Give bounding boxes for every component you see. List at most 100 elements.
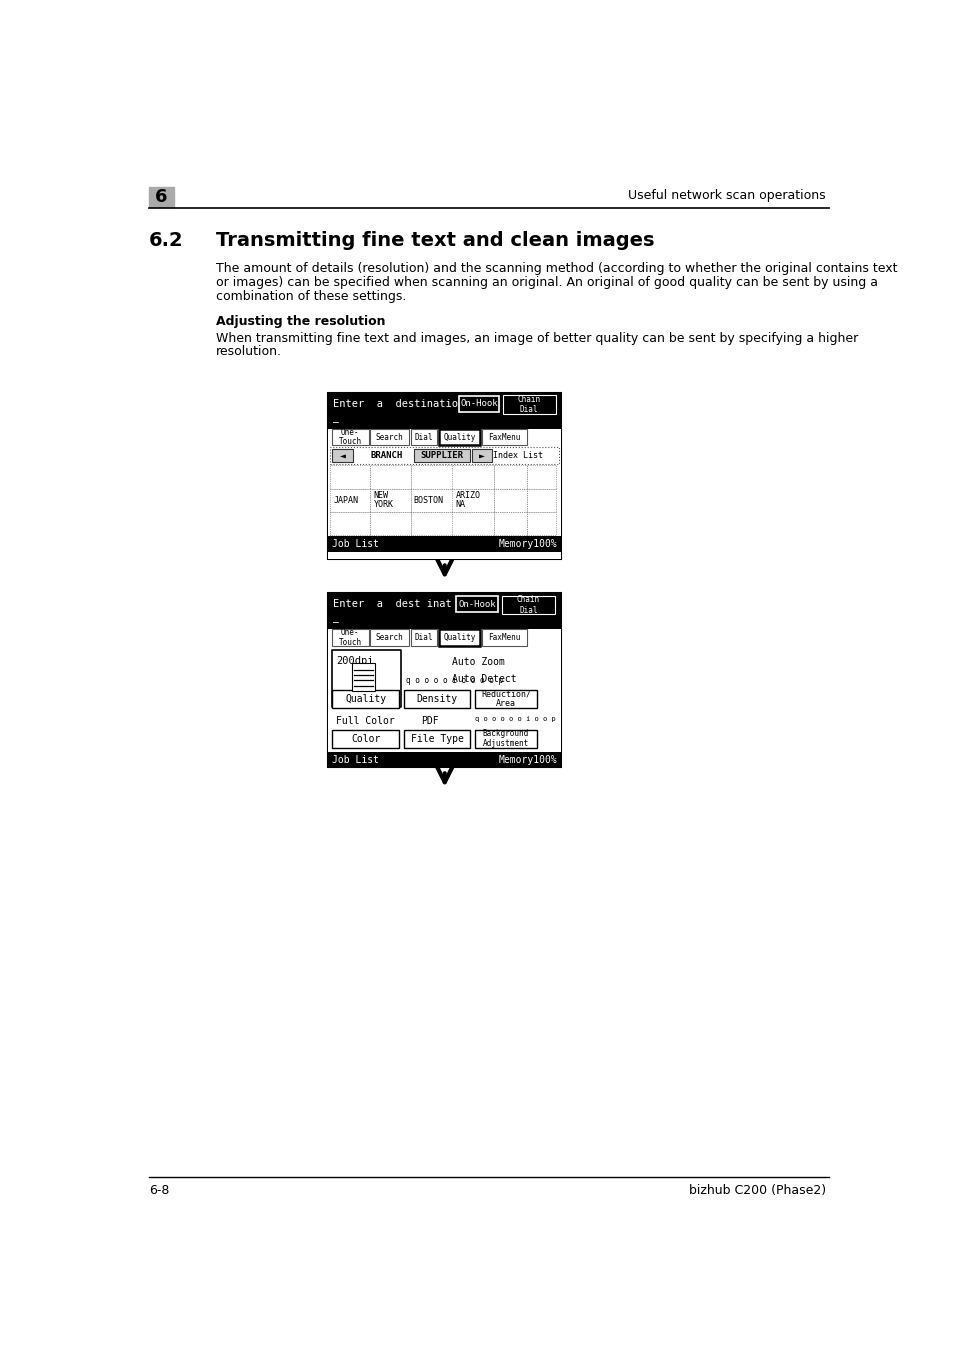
Bar	[494, 512, 526, 535]
Bar	[370, 466, 410, 489]
Text: 200dpi: 200dpi	[335, 655, 374, 666]
Bar	[328, 753, 560, 767]
Bar	[481, 428, 526, 446]
Bar	[494, 489, 526, 512]
Bar	[332, 449, 353, 462]
Bar	[502, 396, 555, 413]
Text: Auto Zoom: Auto Zoom	[452, 657, 505, 667]
Text: On-Hook: On-Hook	[459, 400, 497, 408]
Text: or images) can be specified when scanning an original. An original of good quali: or images) can be specified when scannin…	[216, 276, 877, 289]
Bar	[352, 663, 375, 692]
Text: TO HQ: TO HQ	[414, 542, 438, 551]
Text: The amount of details (resolution) and the scanning method (according to whether: The amount of details (resolution) and t…	[216, 262, 897, 276]
Text: 6-8: 6-8	[149, 1183, 169, 1197]
Text: Quality: Quality	[443, 632, 476, 642]
Bar	[403, 689, 470, 708]
Bar	[330, 512, 370, 535]
Text: BOSTON: BOSTON	[414, 496, 443, 505]
Text: Memory100%: Memory100%	[497, 539, 557, 549]
Bar	[328, 393, 560, 559]
Bar	[330, 466, 370, 489]
Text: Dial: Dial	[415, 632, 433, 642]
Bar	[414, 449, 469, 462]
Text: combination of these settings.: combination of these settings.	[216, 290, 406, 303]
Text: Enter  a  dest inat ion.: Enter a dest inat ion.	[333, 598, 482, 609]
Bar	[452, 466, 494, 489]
Bar	[332, 730, 398, 748]
Text: ◄: ◄	[339, 450, 345, 461]
Bar	[149, 186, 173, 207]
Bar	[410, 466, 452, 489]
Bar	[475, 689, 537, 708]
Text: FaxMenu: FaxMenu	[488, 632, 520, 642]
Text: File Type: File Type	[410, 734, 463, 744]
Text: Useful network scan operations: Useful network scan operations	[628, 189, 825, 203]
Bar	[332, 428, 369, 446]
Text: BRANCH: BRANCH	[370, 451, 402, 459]
Text: Index List: Index List	[493, 451, 543, 459]
Text: 6.2: 6.2	[149, 231, 183, 250]
Bar	[501, 596, 555, 615]
Bar	[472, 449, 492, 462]
Bar	[475, 730, 537, 748]
Text: BRANCH: BRANCH	[456, 542, 485, 551]
Bar	[452, 489, 494, 512]
Bar	[410, 428, 436, 446]
Bar	[370, 489, 410, 512]
Bar	[526, 489, 556, 512]
Text: bizhub C200 (Phase2): bizhub C200 (Phase2)	[688, 1183, 825, 1197]
Text: Background
Adjustment: Background Adjustment	[482, 730, 529, 748]
Bar	[494, 466, 526, 489]
Bar	[526, 466, 556, 489]
Text: resolution.: resolution.	[216, 346, 282, 358]
Text: On-Hook: On-Hook	[458, 600, 496, 608]
Text: SUPPLIER: SUPPLIER	[419, 451, 462, 459]
Text: One-
Touch: One- Touch	[338, 428, 361, 446]
Text: JAPAN: JAPAN	[333, 496, 357, 505]
Bar	[410, 489, 452, 512]
Text: Memory100%: Memory100%	[497, 755, 557, 765]
Bar	[332, 628, 369, 646]
Text: Chain
Dial: Chain Dial	[517, 596, 539, 615]
Bar	[456, 596, 497, 612]
Text: Search: Search	[375, 632, 403, 642]
Text: One-
Touch: One- Touch	[338, 628, 361, 647]
Bar	[481, 628, 526, 646]
Bar	[370, 512, 410, 535]
Bar	[458, 396, 498, 412]
Text: ARIZO
NA: ARIZO NA	[456, 490, 480, 509]
Text: Enter  a  destination.: Enter a destination.	[333, 399, 470, 409]
Text: Auto Detect: Auto Detect	[452, 674, 517, 684]
Bar	[330, 489, 370, 512]
Text: Adjusting the resolution: Adjusting the resolution	[216, 315, 385, 327]
Bar	[332, 650, 400, 708]
Bar	[328, 428, 560, 559]
Text: q o o o o o i o o p: q o o o o o i o o p	[475, 716, 556, 721]
Text: PDF: PDF	[421, 716, 438, 725]
Text: Density: Density	[416, 694, 457, 704]
Text: Full Color: Full Color	[335, 716, 395, 725]
Bar	[370, 428, 409, 446]
Bar	[370, 628, 409, 646]
Text: ►: ►	[478, 450, 484, 461]
Text: When transmitting fine text and images, an image of better quality can be sent b: When transmitting fine text and images, …	[216, 331, 858, 345]
Text: Reduction/
Area: Reduction/ Area	[480, 689, 531, 708]
Bar	[328, 593, 560, 766]
Text: FaxMenu: FaxMenu	[488, 432, 520, 442]
Text: Dial: Dial	[415, 432, 433, 442]
Bar	[438, 428, 480, 446]
Bar	[410, 512, 452, 535]
Text: 6: 6	[154, 188, 167, 205]
Bar	[410, 628, 436, 646]
Text: Quality: Quality	[345, 694, 386, 704]
Bar	[438, 628, 480, 646]
Text: Job List: Job List	[332, 539, 379, 549]
Text: —: —	[333, 417, 338, 427]
Text: q o o o o i o o o o p: q o o o o i o o o o p	[406, 676, 502, 685]
Bar	[403, 730, 470, 748]
Bar	[452, 512, 494, 535]
Bar	[330, 447, 558, 463]
Text: Job List: Job List	[332, 755, 379, 765]
Text: Transmitting fine text and clean images: Transmitting fine text and clean images	[216, 231, 654, 250]
Text: Search: Search	[375, 432, 403, 442]
